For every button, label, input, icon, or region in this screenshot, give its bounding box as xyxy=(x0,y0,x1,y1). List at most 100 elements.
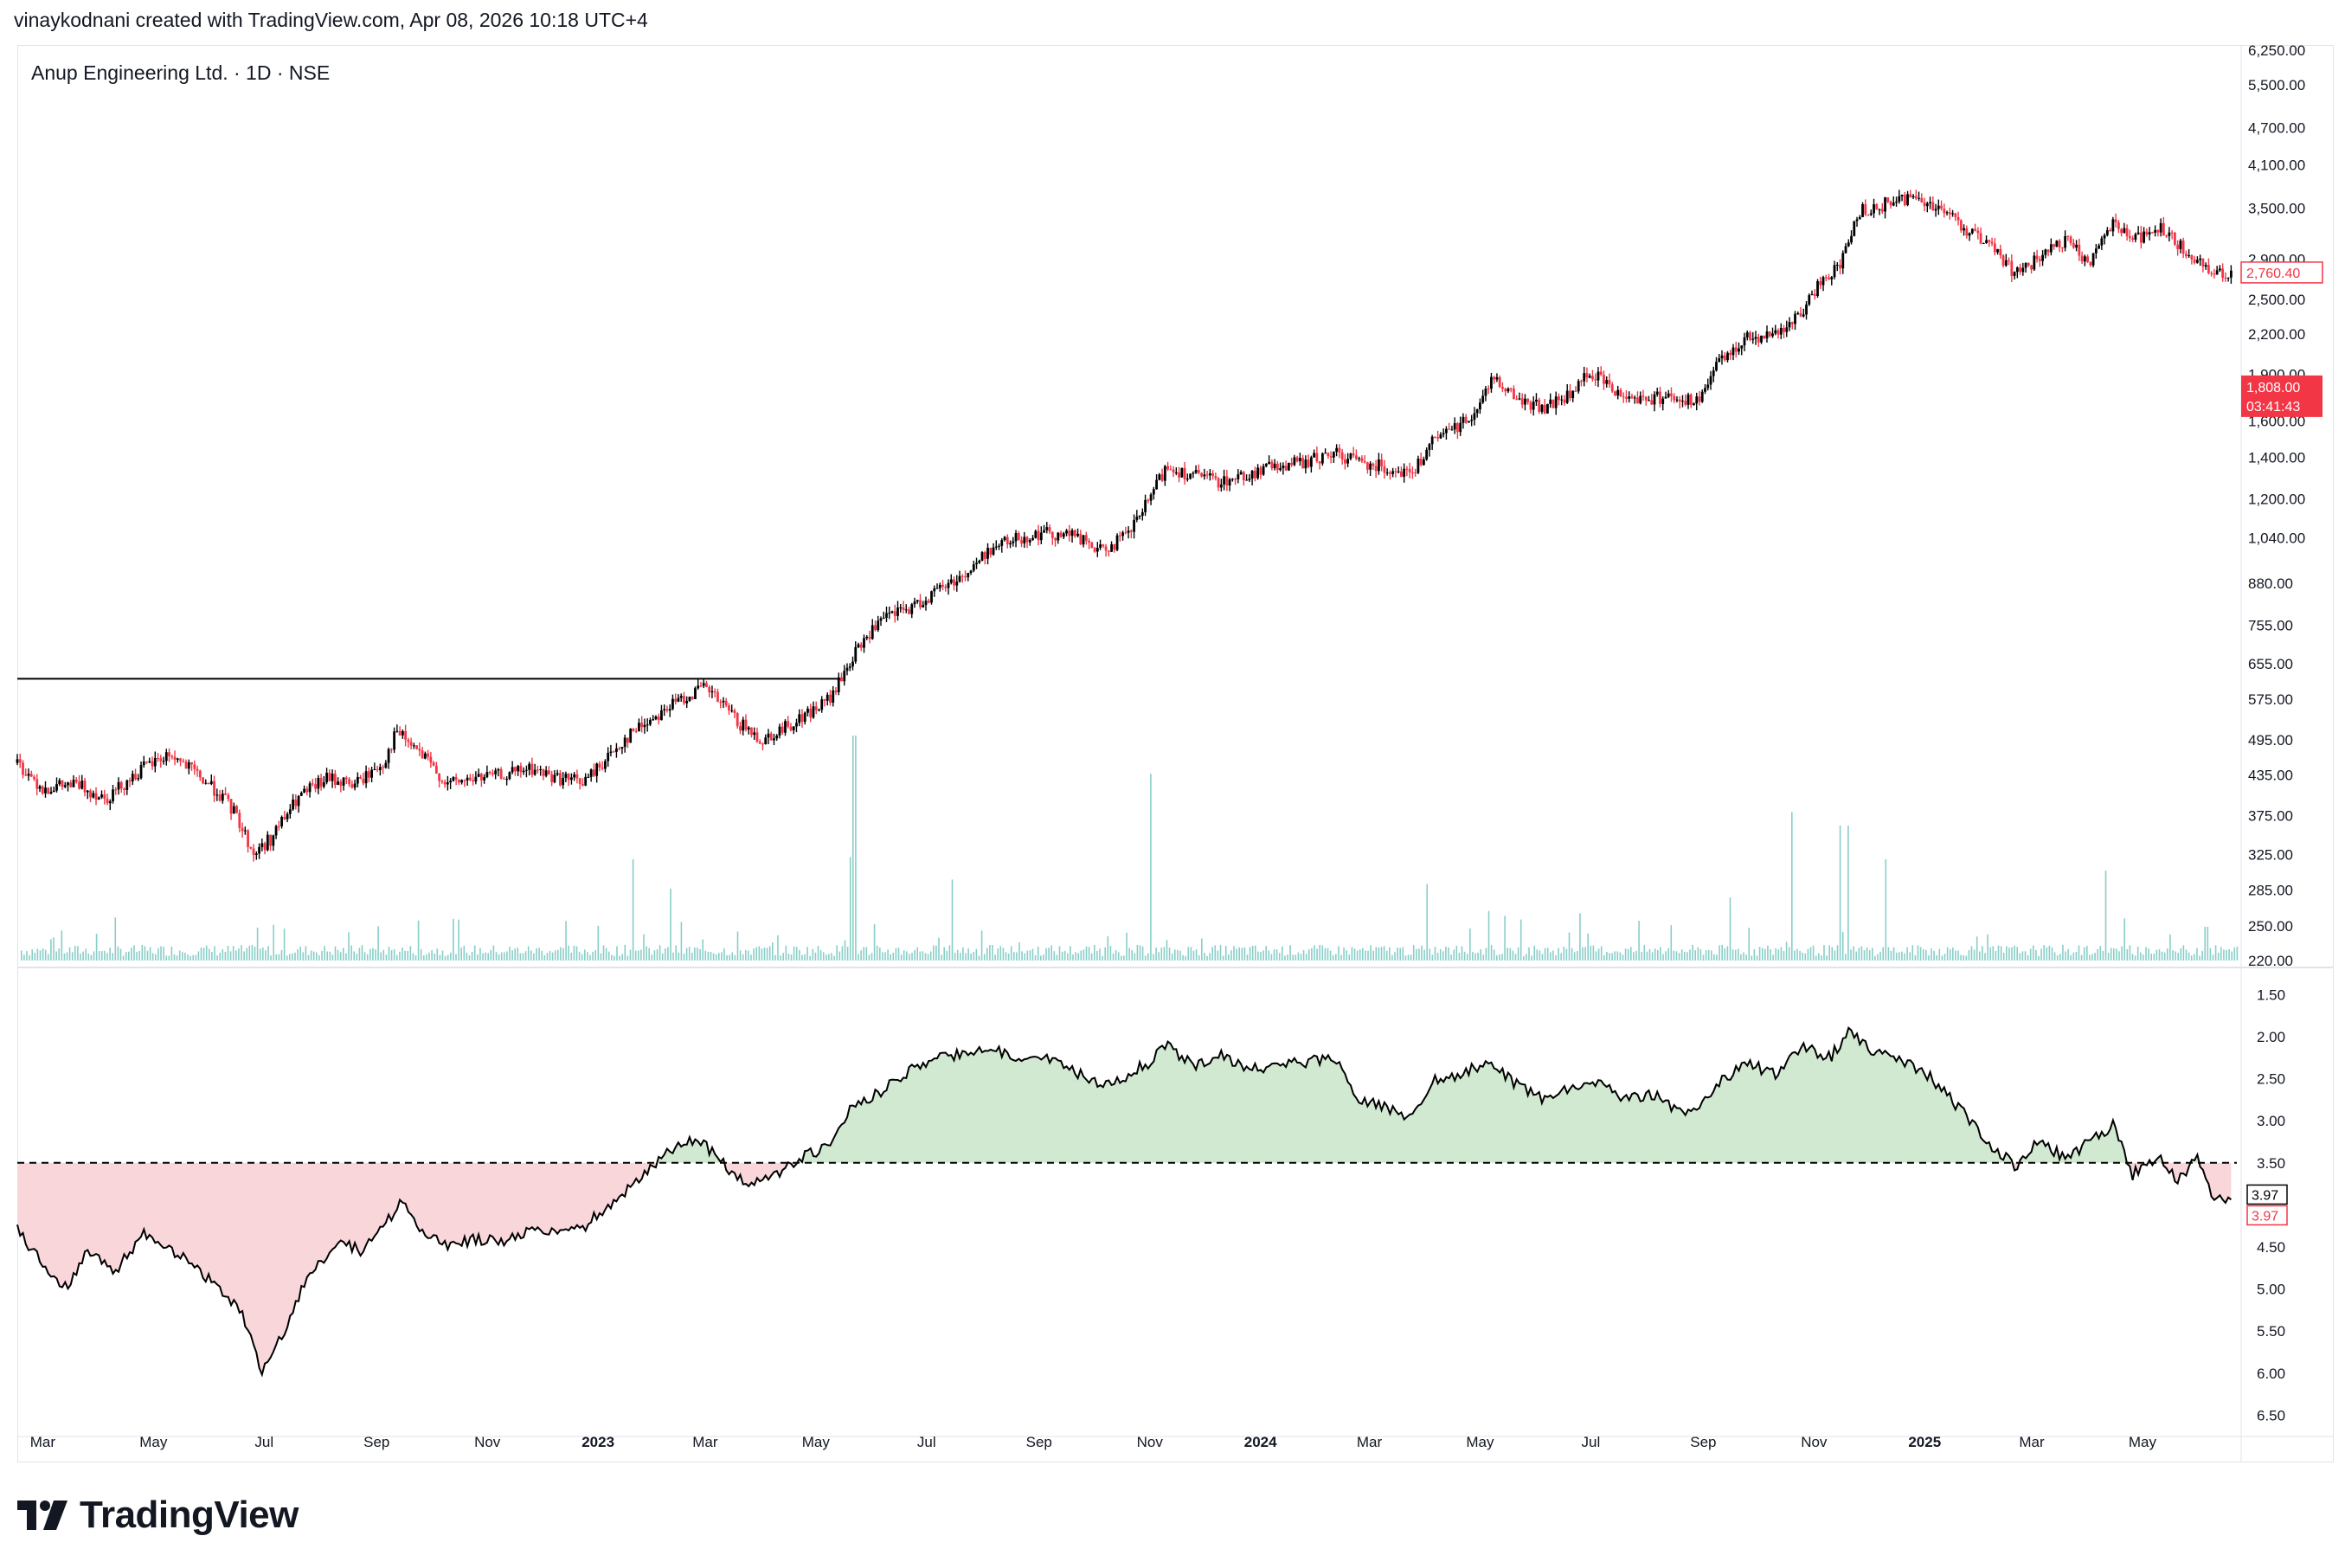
candle-body xyxy=(49,792,53,794)
volume-bar xyxy=(2236,947,2239,961)
volume-bar xyxy=(1938,948,1941,961)
volume-bar xyxy=(337,949,339,961)
candle-body xyxy=(1208,472,1211,476)
volume-bar xyxy=(638,950,639,961)
candle-body xyxy=(2193,259,2196,263)
candle-body xyxy=(2215,270,2219,275)
volume-bar xyxy=(305,946,307,961)
candle-body xyxy=(1335,447,1339,453)
candle-body xyxy=(18,759,22,763)
candle-body xyxy=(176,758,179,760)
volume-bar xyxy=(519,953,522,961)
candle-body xyxy=(2190,254,2194,260)
volume-bar xyxy=(858,954,859,961)
volume-bar xyxy=(138,951,140,961)
volume-bar xyxy=(1394,952,1396,961)
candle-body xyxy=(151,761,154,767)
candle-body xyxy=(1813,293,1816,296)
volume-bar xyxy=(1555,954,1557,961)
candle-body xyxy=(1591,376,1594,380)
price-tick-label: 5,500.00 xyxy=(2248,77,2305,93)
oscillator-tick-label: 2.50 xyxy=(2257,1071,2285,1088)
candle-body xyxy=(1301,458,1305,469)
candle-body xyxy=(1622,396,1625,398)
volume-bar xyxy=(270,955,272,961)
volume-bar xyxy=(2011,947,2013,961)
volume-bar xyxy=(396,954,398,961)
candle-body xyxy=(536,769,539,771)
volume-bar xyxy=(1654,948,1656,961)
oscillator-line xyxy=(16,1026,2233,1378)
candle-body xyxy=(1805,304,1808,315)
volume-bar xyxy=(536,948,537,961)
candle-body xyxy=(2080,255,2084,262)
price-tick-label: 880.00 xyxy=(2248,575,2293,592)
candle-body xyxy=(1712,370,1715,376)
volume-bar xyxy=(541,950,543,961)
candle-body xyxy=(1990,241,1994,244)
volume-bar xyxy=(1168,948,1171,961)
volume-bar xyxy=(1758,947,1761,961)
volume-bar xyxy=(1461,946,1463,961)
candle-body xyxy=(1115,535,1119,550)
volume-bar xyxy=(1190,947,1192,961)
candle-body xyxy=(1383,466,1386,473)
volume-bar xyxy=(1879,951,1881,961)
candle-body xyxy=(1675,399,1679,401)
volume-bar xyxy=(2094,952,2096,961)
volume-bar xyxy=(146,950,149,961)
volume-bar xyxy=(1775,948,1776,961)
volume-bar xyxy=(1410,954,1412,961)
volume-bar xyxy=(1713,954,1715,961)
candle-body xyxy=(671,698,674,710)
volume-bar xyxy=(1305,954,1307,961)
candle-body xyxy=(168,752,170,756)
volume-bar xyxy=(506,951,508,961)
price-tick-label: 285.00 xyxy=(2248,883,2293,899)
volume-bar xyxy=(487,953,489,961)
volume-bar xyxy=(914,949,916,961)
volume-bar xyxy=(715,954,717,961)
candle-body xyxy=(598,763,601,768)
volume-bar xyxy=(2104,871,2107,961)
volume-bar xyxy=(1821,955,1822,961)
volume-bar xyxy=(665,948,666,961)
candle-body xyxy=(1253,471,1256,479)
volume-bar xyxy=(849,857,851,961)
volume-bar xyxy=(2194,954,2195,961)
volume-bar xyxy=(402,947,403,961)
volume-bar xyxy=(1265,946,1267,961)
candle-body xyxy=(384,762,388,768)
candle-body xyxy=(387,749,390,763)
candle-body xyxy=(1163,466,1166,481)
volume-bar xyxy=(1667,948,1669,961)
volume-bar xyxy=(1987,934,1988,961)
volume-bar xyxy=(1109,945,1112,961)
volume-bar xyxy=(1463,951,1466,961)
volume-bar xyxy=(1418,948,1420,961)
candle-body xyxy=(2078,244,2081,256)
volume-bar xyxy=(954,953,956,961)
oscillator-tick-label: 5.00 xyxy=(2257,1282,2285,1298)
oscillator-tick-label: 5.50 xyxy=(2257,1323,2285,1340)
candle-body xyxy=(930,591,933,603)
volume-bar xyxy=(1214,945,1217,961)
volume-bar xyxy=(1509,948,1512,961)
time-tick-label: Sep xyxy=(1026,1434,1052,1450)
volume-bar xyxy=(1362,948,1364,961)
volume-bar xyxy=(1847,826,1849,961)
candle-body xyxy=(1065,530,1068,534)
volume-bar xyxy=(1185,955,1186,961)
volume-bar xyxy=(1179,950,1181,961)
candle-body xyxy=(710,691,714,693)
candle-body xyxy=(2168,232,2171,236)
volume-bar xyxy=(1539,950,1541,961)
tradingview-logo[interactable]: TradingView xyxy=(17,1494,299,1537)
candle-body xyxy=(1873,204,1875,214)
volume-bar xyxy=(2172,950,2174,961)
volume-bar xyxy=(1423,949,1425,961)
volume-bar xyxy=(1329,950,1332,961)
volume-bar xyxy=(656,949,659,961)
candle-body xyxy=(364,771,368,784)
candle-body xyxy=(829,694,832,703)
